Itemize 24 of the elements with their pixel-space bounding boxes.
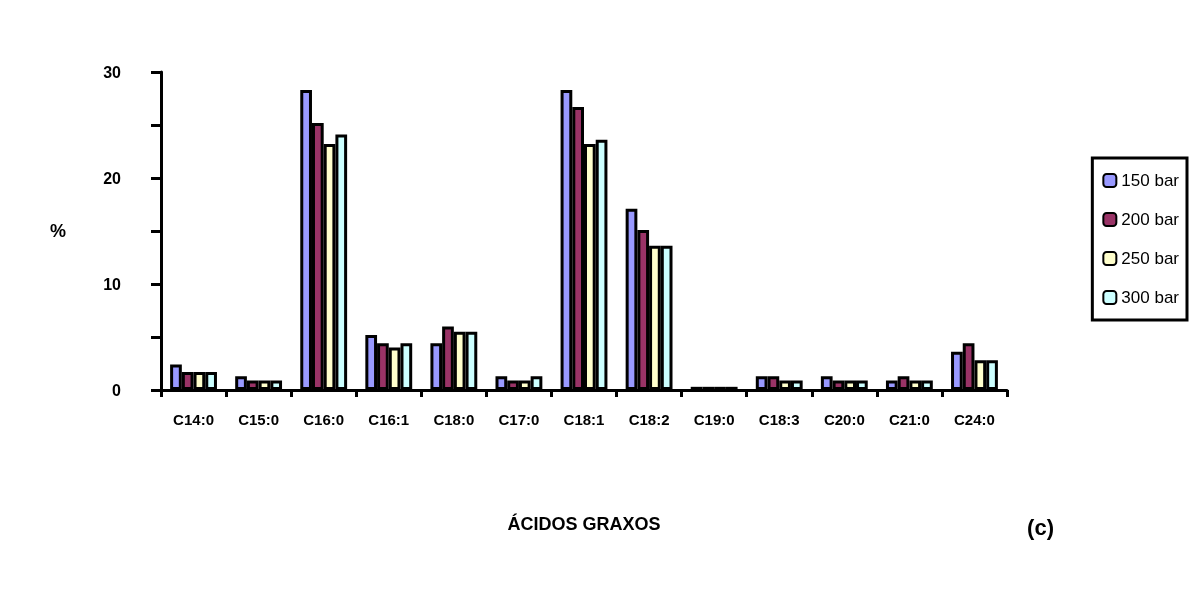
x-tick-label: C16:0: [303, 411, 345, 428]
text: (c): [1027, 514, 1054, 540]
y-tick-label: 0: [112, 381, 122, 399]
legend-label: 200 bar: [1121, 210, 1180, 229]
x-tick-label: C21:0: [888, 411, 930, 428]
y-tick-label: 10: [103, 275, 122, 293]
x-tick-label: C18:3: [758, 411, 800, 428]
x-tick-label: C14:0: [173, 411, 214, 428]
y-tick-label: 20: [103, 169, 122, 187]
x-tick-label: C19:0: [693, 411, 735, 428]
y-tick-label: 30: [103, 63, 122, 81]
x-tick-label: C16:1: [368, 411, 410, 428]
x-tick-label: C15:0: [238, 411, 280, 428]
x-tick-label: C18:2: [628, 411, 670, 428]
x-tick-label: C17:0: [498, 411, 540, 428]
y-axis-title: %: [49, 221, 66, 241]
legend-label: 250 bar: [1121, 249, 1180, 268]
x-tick-label: C24:0: [954, 411, 995, 428]
legend-label: 300 bar: [1121, 288, 1180, 307]
legend-label: 150 bar: [1121, 171, 1180, 190]
x-axis-title: ÁCIDOS GRAXOS: [507, 513, 661, 534]
x-tick-label: C18:1: [563, 411, 605, 428]
x-tick-label: C18:0: [433, 411, 475, 428]
x-tick-label: C20:0: [823, 411, 865, 428]
